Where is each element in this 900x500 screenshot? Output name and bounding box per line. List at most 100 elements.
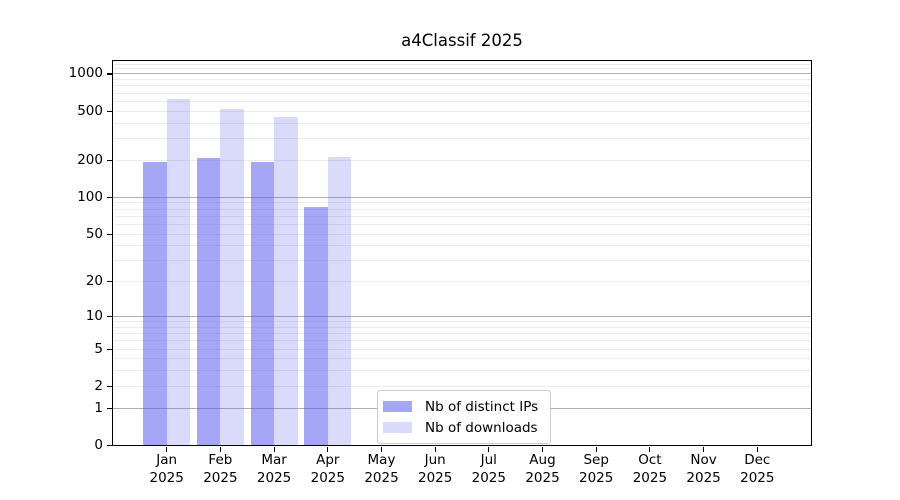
x-axis-tick-label-line: Sep	[583, 452, 609, 468]
x-axis-tick	[219, 446, 221, 452]
minor-gridline	[113, 138, 811, 139]
x-axis-tick-label-line: 2025	[256, 469, 292, 486]
bar-distinct-ips-jan	[143, 162, 167, 445]
bar-downloads-jan	[166, 98, 191, 445]
minor-gridline	[113, 110, 811, 112]
x-axis-tick-label-line: May	[367, 452, 396, 468]
x-axis-tick	[756, 446, 758, 452]
minor-gridline	[113, 202, 811, 204]
y-axis-tick	[107, 445, 112, 447]
x-axis-tick-label-line: Jun	[424, 452, 446, 468]
y-axis-tick	[107, 110, 112, 112]
y-axis-tick-label: 10	[85, 308, 103, 324]
minor-gridline	[113, 326, 811, 328]
minor-gridline	[113, 159, 811, 161]
bar-distinct-ips-mar	[250, 162, 275, 445]
x-axis-tick	[703, 446, 705, 452]
x-axis-tick-label: Aug 2025	[525, 452, 559, 487]
x-axis-tick-label-line: 2025	[471, 469, 506, 486]
plot-area: Nb of distinct IPs Nb of downloads 0 1 2 5 1…	[69, 60, 812, 486]
x-axis-tick-label-line: 2025	[364, 469, 399, 486]
bar-downloads-feb	[220, 108, 244, 445]
x-axis-tick-label: Oct 2025	[633, 452, 667, 487]
legend-item-distinct-ips: Nb of distinct IPs	[383, 396, 538, 417]
chart-title: a4Classif 2025	[401, 31, 523, 50]
y-axis-tick	[107, 233, 112, 235]
x-axis-tick	[327, 446, 329, 452]
minor-gridline	[113, 333, 811, 335]
bar-downloads-apr	[327, 157, 352, 445]
x-axis-tick-label-line: 2025	[740, 469, 775, 486]
x-axis-tick	[488, 446, 490, 452]
y-axis-tick-label: 5	[94, 340, 103, 357]
minor-gridline	[113, 122, 811, 124]
x-axis-tick-label-line: Nov	[690, 452, 717, 468]
x-axis-tick-label-line: 2025	[525, 469, 560, 486]
y-axis-tick	[107, 316, 112, 318]
bar-downloads-mar	[274, 116, 298, 445]
x-axis-tick-label-line: Jul	[480, 452, 497, 468]
minor-gridline	[113, 260, 811, 262]
x-axis-tick-label-line: Mar	[261, 452, 287, 468]
x-axis-tick-label: Dec 2025	[740, 452, 774, 487]
minor-gridline	[113, 208, 811, 210]
x-axis-tick-label-line: Feb	[208, 452, 233, 468]
y-axis-tick-label: 200	[77, 151, 103, 168]
minor-gridline	[113, 68, 811, 70]
y-axis-tick	[107, 407, 112, 409]
y-axis-tick	[107, 281, 112, 283]
y-axis-tick-label: 1	[94, 399, 103, 416]
x-axis-tick-label: Sep 2025	[579, 452, 613, 487]
x-axis-tick-label-line: Aug	[529, 452, 556, 468]
major-gridline	[113, 73, 811, 75]
minor-gridline	[113, 63, 811, 65]
y-axis-tick-label: 50	[85, 225, 103, 242]
minor-gridline	[113, 281, 811, 283]
x-axis-tick-label-line: Jan	[156, 452, 178, 468]
downloads-swatch	[383, 422, 412, 433]
minor-gridline	[113, 348, 811, 350]
x-axis-tick	[166, 446, 168, 452]
x-axis-tick-label-line: 2025	[686, 469, 721, 486]
minor-gridline	[113, 92, 811, 94]
x-axis-tick-label-line: Dec	[744, 452, 771, 468]
y-axis-tick-label: 100	[77, 188, 103, 205]
x-axis-tick-label-line: 2025	[149, 469, 184, 486]
legend-item-downloads: Nb of downloads	[383, 417, 538, 438]
x-axis-tick-label-line: 2025	[579, 469, 614, 486]
legend-label-downloads: Nb of downloads	[425, 419, 538, 436]
x-axis-tick-label: Jan 2025	[150, 452, 184, 487]
x-axis-tick-label-line: 2025	[310, 469, 345, 486]
minor-gridline	[113, 385, 811, 387]
x-axis-tick-label: Jun 2025	[418, 452, 452, 487]
legend-label-distinct-ips: Nb of distinct IPs	[425, 398, 539, 415]
x-axis-tick-label-line: 2025	[203, 469, 238, 486]
legend: Nb of distinct IPs Nb of downloads	[377, 390, 552, 444]
minor-gridline	[113, 79, 811, 81]
distinct-ips-swatch	[383, 401, 412, 412]
x-axis-tick-label: Apr 2025	[311, 452, 345, 487]
x-axis-tick	[595, 446, 597, 452]
x-axis-tick	[434, 446, 436, 452]
x-axis-tick-label: Mar 2025	[257, 452, 291, 487]
minor-gridline	[113, 370, 811, 372]
y-axis-tick	[107, 348, 112, 350]
major-gridline	[113, 316, 811, 317]
y-axis-tick-label: 2	[94, 377, 103, 394]
bar-distinct-ips-apr	[304, 206, 328, 445]
x-axis-tick-label: Jul 2025	[472, 452, 506, 487]
bar-distinct-ips-feb	[196, 157, 221, 445]
x-axis-tick-label: Nov 2025	[686, 452, 720, 487]
minor-gridline	[113, 321, 811, 323]
x-axis-tick	[649, 446, 651, 452]
x-axis-tick	[541, 446, 544, 452]
y-axis-tick	[107, 73, 112, 75]
major-gridline	[113, 196, 811, 198]
x-axis-tick	[380, 446, 383, 452]
minor-gridline	[113, 100, 811, 102]
y-axis-tick	[107, 196, 112, 198]
minor-gridline	[113, 85, 811, 87]
x-axis-tick-label-line: Oct	[638, 452, 662, 468]
minor-gridline	[113, 358, 811, 360]
